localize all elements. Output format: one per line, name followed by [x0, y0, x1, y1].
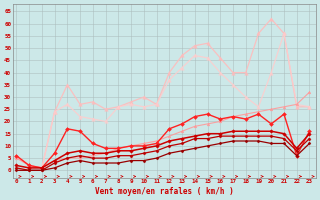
- X-axis label: Vent moyen/en rafales ( km/h ): Vent moyen/en rafales ( km/h ): [95, 187, 234, 196]
